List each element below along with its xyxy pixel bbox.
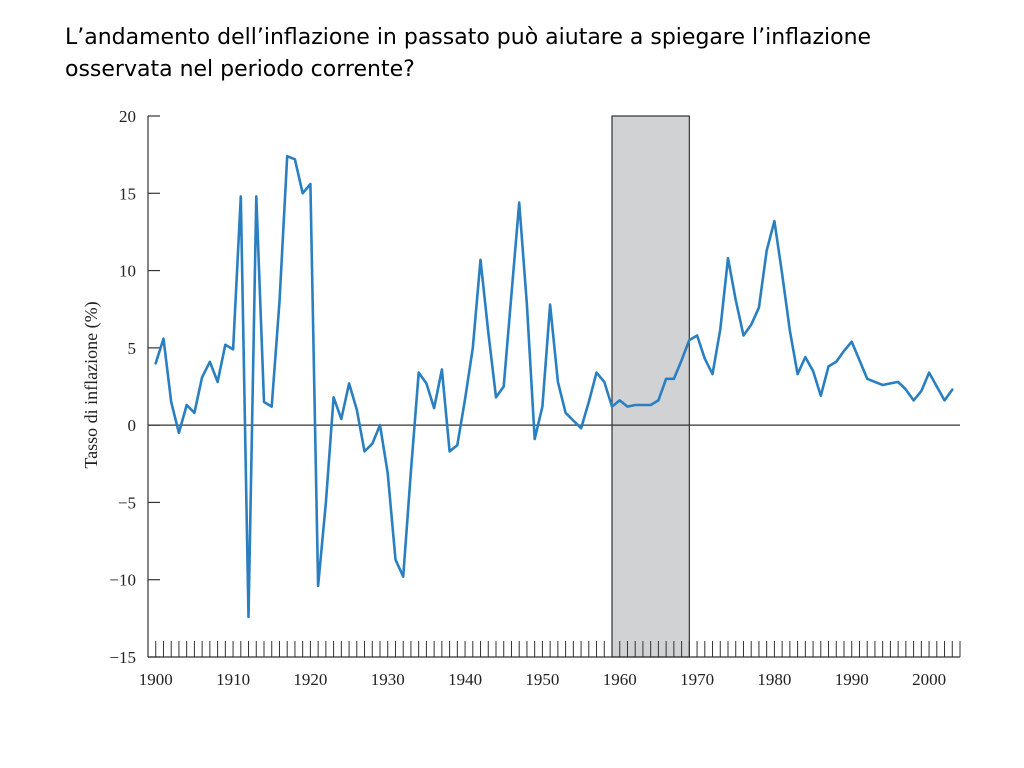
slide-title: L’andamento dell’inflazione in passato p… [65,25,872,82]
x-tick-label: 1980 [757,670,791,689]
y-tick-label: 20 [119,107,136,126]
axes-layer [147,115,961,658]
y-tick-label: −15 [109,648,136,667]
x-tick-label: 1970 [680,670,714,689]
shaded-period [611,115,690,658]
x-tick-label: 1900 [139,670,173,689]
x-tick-label: 1930 [371,670,405,689]
x-tick-label: 1990 [835,670,869,689]
series-line [154,154,954,619]
y-tick-label: −5 [118,493,136,512]
shaded-period-layer [611,115,690,658]
x-tick-label: 1940 [448,670,482,689]
x-tick-label: 1950 [525,670,559,689]
y-tick-label: −10 [109,571,136,590]
y-axis-label: Tasso di inflazione (%) [81,301,102,468]
x-tick-label: 2000 [912,670,946,689]
series-layer [154,154,954,619]
y-tick-label: 10 [119,262,136,281]
y-tick-label: 0 [128,416,137,435]
x-tick-label: 1920 [293,670,327,689]
x-tick-label: 1910 [216,670,250,689]
x-tick-label: 1960 [603,670,637,689]
y-tick-label: 15 [119,184,136,203]
y-tick-label: 5 [128,339,137,358]
